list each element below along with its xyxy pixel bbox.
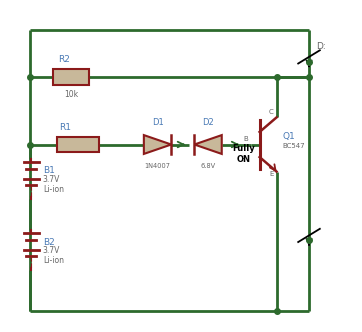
Text: D2: D2 (202, 118, 214, 127)
Text: E: E (269, 171, 273, 177)
Text: 3.7V: 3.7V (43, 175, 60, 184)
Text: Fully
ON: Fully ON (232, 144, 255, 164)
Text: R2: R2 (58, 55, 70, 64)
FancyBboxPatch shape (53, 69, 89, 85)
Text: BC547: BC547 (283, 143, 305, 149)
Text: Li-ion: Li-ion (43, 256, 64, 265)
Text: R1: R1 (60, 123, 72, 132)
FancyBboxPatch shape (58, 136, 99, 152)
Text: D1: D1 (152, 118, 163, 127)
Text: B: B (243, 136, 248, 142)
Text: B2: B2 (43, 237, 55, 247)
Text: Li-ion: Li-ion (43, 185, 64, 194)
Text: 6.8V: 6.8V (201, 163, 216, 169)
Text: 10k: 10k (64, 90, 78, 99)
Polygon shape (194, 135, 222, 154)
Text: B1: B1 (43, 166, 55, 175)
Text: Q1: Q1 (283, 132, 295, 141)
Text: 1N4007: 1N4007 (144, 163, 171, 169)
Text: C: C (269, 109, 274, 115)
Polygon shape (144, 135, 171, 154)
Text: D:: D: (316, 42, 326, 51)
Text: 3.7V: 3.7V (43, 246, 60, 255)
